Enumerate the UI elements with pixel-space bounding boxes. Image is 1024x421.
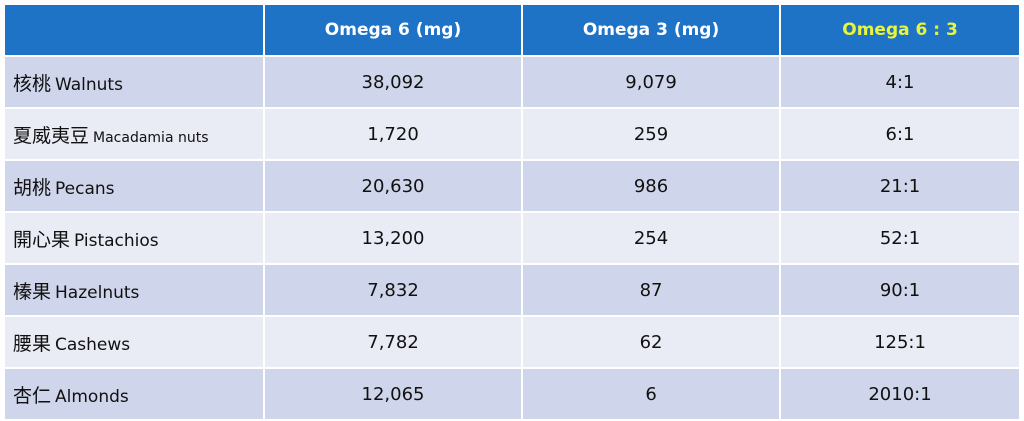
table-row: 開心果 Pistachios 13,200 254 52:1: [5, 213, 1019, 263]
nut-name-english: Pistachios: [74, 230, 159, 251]
nut-name-chinese: 胡桃: [13, 176, 52, 199]
nut-name-english: Macadamia nuts: [93, 129, 209, 146]
omega6-cell: 12,065: [265, 369, 522, 419]
omega3-cell: 986: [523, 161, 780, 211]
nut-name-chinese: 腰果: [13, 332, 52, 355]
omega-table-container: Omega 6 (mg) Omega 3 (mg) Omega 6 : 3 核桃…: [3, 3, 1021, 419]
nut-name-cell: 核桃 Walnuts: [5, 57, 264, 107]
table-row: 榛果 Hazelnuts 7,832 87 90:1: [5, 265, 1019, 315]
ratio-cell: 125:1: [781, 317, 1019, 367]
omega6-cell: 7,782: [265, 317, 522, 367]
nut-name-cell: 開心果 Pistachios: [5, 213, 264, 263]
table-row: 夏威夷豆 Macadamia nuts 1,720 259 6:1: [5, 109, 1019, 159]
table-row: 腰果 Cashews 7,782 62 125:1: [5, 317, 1019, 367]
header-nut-name: [5, 5, 264, 55]
header-omega3: Omega 3 (mg): [523, 5, 780, 55]
header-ratio: Omega 6 : 3: [781, 5, 1019, 55]
nut-name-chinese: 夏威夷豆: [13, 124, 90, 147]
omega6-cell: 1,720: [265, 109, 522, 159]
nut-name-cell: 榛果 Hazelnuts: [5, 265, 264, 315]
nut-name-cell: 杏仁 Almonds: [5, 369, 264, 419]
nut-name-english: Pecans: [55, 178, 115, 199]
ratio-cell: 90:1: [781, 265, 1019, 315]
omega3-cell: 259: [523, 109, 780, 159]
ratio-cell: 4:1: [781, 57, 1019, 107]
omega3-cell: 87: [523, 265, 780, 315]
omega6-cell: 38,092: [265, 57, 522, 107]
ratio-cell: 52:1: [781, 213, 1019, 263]
nut-name-chinese: 杏仁: [13, 384, 52, 407]
nut-name-chinese: 開心果: [13, 228, 71, 251]
omega3-cell: 9,079: [523, 57, 780, 107]
omega6-cell: 20,630: [265, 161, 522, 211]
ratio-cell: 6:1: [781, 109, 1019, 159]
nut-name-cell: 腰果 Cashews: [5, 317, 264, 367]
omega3-cell: 254: [523, 213, 780, 263]
omega3-cell: 6: [523, 369, 780, 419]
nut-name-cell: 胡桃 Pecans: [5, 161, 264, 211]
table-row: 核桃 Walnuts 38,092 9,079 4:1: [5, 57, 1019, 107]
table-body: 核桃 Walnuts 38,092 9,079 4:1 夏威夷豆 Macadamia…: [5, 57, 1019, 419]
nut-name-chinese: 核桃: [13, 72, 52, 95]
omega-ratio-table: Omega 6 (mg) Omega 3 (mg) Omega 6 : 3 核桃…: [3, 3, 1021, 421]
header-omega6: Omega 6 (mg): [265, 5, 522, 55]
nut-name-english: Cashews: [55, 334, 131, 355]
ratio-cell: 21:1: [781, 161, 1019, 211]
table-row: 杏仁 Almonds 12,065 6 2010:1: [5, 369, 1019, 419]
nut-name-english: Walnuts: [55, 74, 123, 95]
table-header-row: Omega 6 (mg) Omega 3 (mg) Omega 6 : 3: [5, 5, 1019, 55]
ratio-cell: 2010:1: [781, 369, 1019, 419]
nut-name-english: Almonds: [55, 386, 129, 407]
omega6-cell: 7,832: [265, 265, 522, 315]
nut-name-cell: 夏威夷豆 Macadamia nuts: [5, 109, 264, 159]
nut-name-chinese: 榛果: [13, 280, 52, 303]
nut-name-english: Hazelnuts: [55, 282, 140, 303]
omega6-cell: 13,200: [265, 213, 522, 263]
omega3-cell: 62: [523, 317, 780, 367]
table-row: 胡桃 Pecans 20,630 986 21:1: [5, 161, 1019, 211]
